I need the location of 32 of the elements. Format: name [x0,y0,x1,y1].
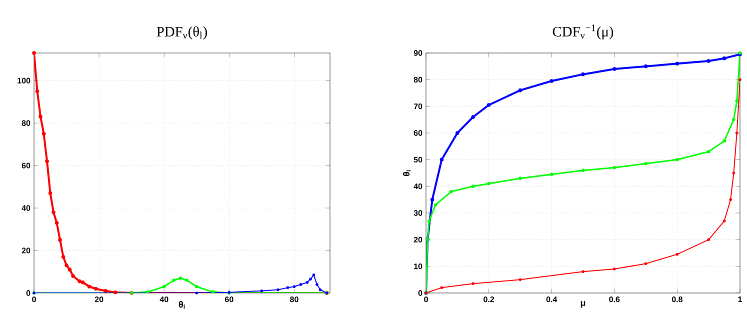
y-tick-label: 20 [22,248,30,254]
x-tick-label: 60 [225,296,234,302]
x-tick-label: 0.8 [672,296,683,302]
x-axis-title: μ [580,301,586,308]
y-tick-label: 60 [414,130,422,136]
y-tick-label: 70 [414,104,422,110]
x-tick-label: 20 [94,296,104,302]
x-tick-label: 80 [290,296,298,302]
y-tick-label: 100 [18,78,30,84]
x-tick-label: 1 [738,296,742,302]
y-tick-label: 20 [414,236,422,242]
y-tick-label: 60 [22,162,30,168]
y-tick-label: 90 [414,50,422,56]
x-axis-title: θ$_{l}$ [178,301,185,309]
y-tick-label: 80 [22,120,30,126]
chart-title: PDF$_{ν}$(θ$_{l}$) [156,26,207,40]
y-tick-label: 80 [414,76,422,82]
y-tick-label: 0 [418,290,422,296]
y-tick-label: 50 [414,156,422,162]
y-axis-title: θ$_{l}$ [402,170,411,176]
chart-title: CDF$_{ν}$$^{−1}$(μ) [552,24,614,40]
x-tick-label: 0.2 [484,296,494,302]
y-tick-label: 0 [26,290,30,296]
y-tick-label: 30 [414,210,422,216]
x-tick-label: 0 [424,296,428,302]
y-tick-label: 40 [414,183,422,190]
x-tick-label: 0.4 [546,296,558,302]
y-tick-label: 10 [414,263,422,270]
x-tick-label: 0.6 [609,296,620,302]
x-tick-label: 40 [160,296,168,302]
x-tick-label: 0 [32,296,36,302]
y-tick-label: 40 [22,205,30,211]
